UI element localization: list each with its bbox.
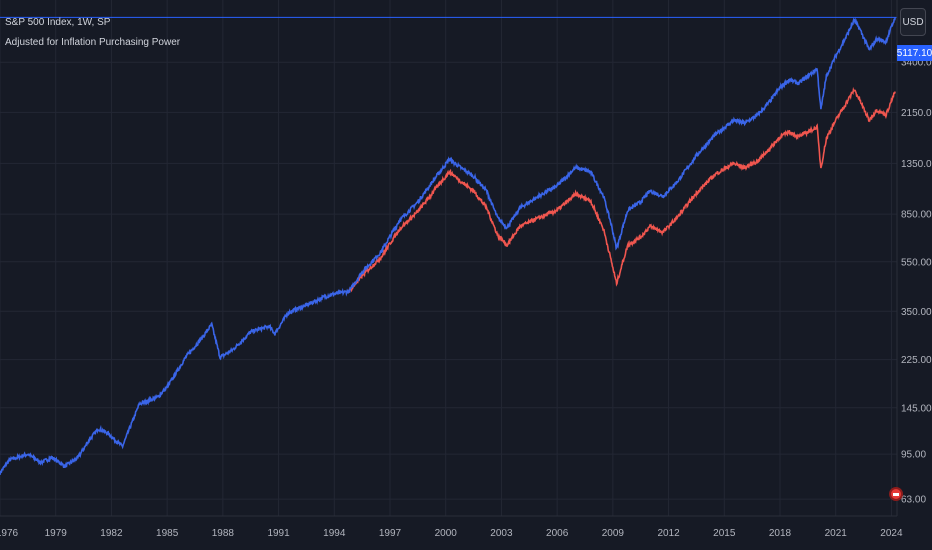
x-tick-label: 2012 xyxy=(657,528,680,539)
x-tick-label: 1994 xyxy=(323,528,346,539)
x-tick-label: 1985 xyxy=(156,528,179,539)
x-tick-label: 1976 xyxy=(0,528,19,539)
series-nominal-line xyxy=(0,17,896,475)
y-tick-label: 850.00 xyxy=(901,210,932,221)
x-tick-label: 2009 xyxy=(602,528,625,539)
x-tick-label: 1988 xyxy=(212,528,235,539)
y-tick-label: 550.00 xyxy=(901,257,932,268)
y-tick-label: 225.00 xyxy=(901,355,932,366)
y-tick-label: 63.00 xyxy=(901,495,926,506)
x-tick-label: 2006 xyxy=(546,528,569,539)
x-tick-label: 2024 xyxy=(880,528,903,539)
x-tick-label: 1997 xyxy=(379,528,402,539)
x-tick-label: 1979 xyxy=(45,528,68,539)
y-tick-label: 95.00 xyxy=(901,450,926,461)
chart-title: S&P 500 Index, 1W, SP xyxy=(5,17,111,28)
x-tick-label: 2018 xyxy=(769,528,792,539)
last-price-badge: 5117.10 xyxy=(897,45,932,61)
x-tick-label: 2015 xyxy=(713,528,736,539)
x-tick-label: 1991 xyxy=(267,528,290,539)
y-tick-label: 1350.00 xyxy=(901,159,932,170)
grid-lines xyxy=(0,0,897,516)
chart-subtitle: Adjusted for Inflation Purchasing Power xyxy=(5,37,181,48)
x-tick-label: 2003 xyxy=(490,528,513,539)
y-tick-label: 3400.00 xyxy=(901,58,932,69)
series-adjusted-line xyxy=(348,86,896,293)
x-tick-label: 2000 xyxy=(435,528,458,539)
us-flag-icon[interactable] xyxy=(889,487,903,501)
currency-button[interactable]: USD xyxy=(900,8,926,36)
y-tick-label: 2150.00 xyxy=(901,108,932,119)
price-axis[interactable]: 63.00 95.00 145.00 225.00 350.00 550.00 850.00… xyxy=(901,58,932,506)
y-tick-label: 350.00 xyxy=(901,307,932,318)
x-tick-label: 2021 xyxy=(825,528,848,539)
y-tick-label: 145.00 xyxy=(901,403,932,414)
time-axis[interactable]: 1976 1979 1982 1985 1988 1991 1994 1997 2000 2003… xyxy=(0,528,903,539)
x-tick-label: 1982 xyxy=(100,528,123,539)
